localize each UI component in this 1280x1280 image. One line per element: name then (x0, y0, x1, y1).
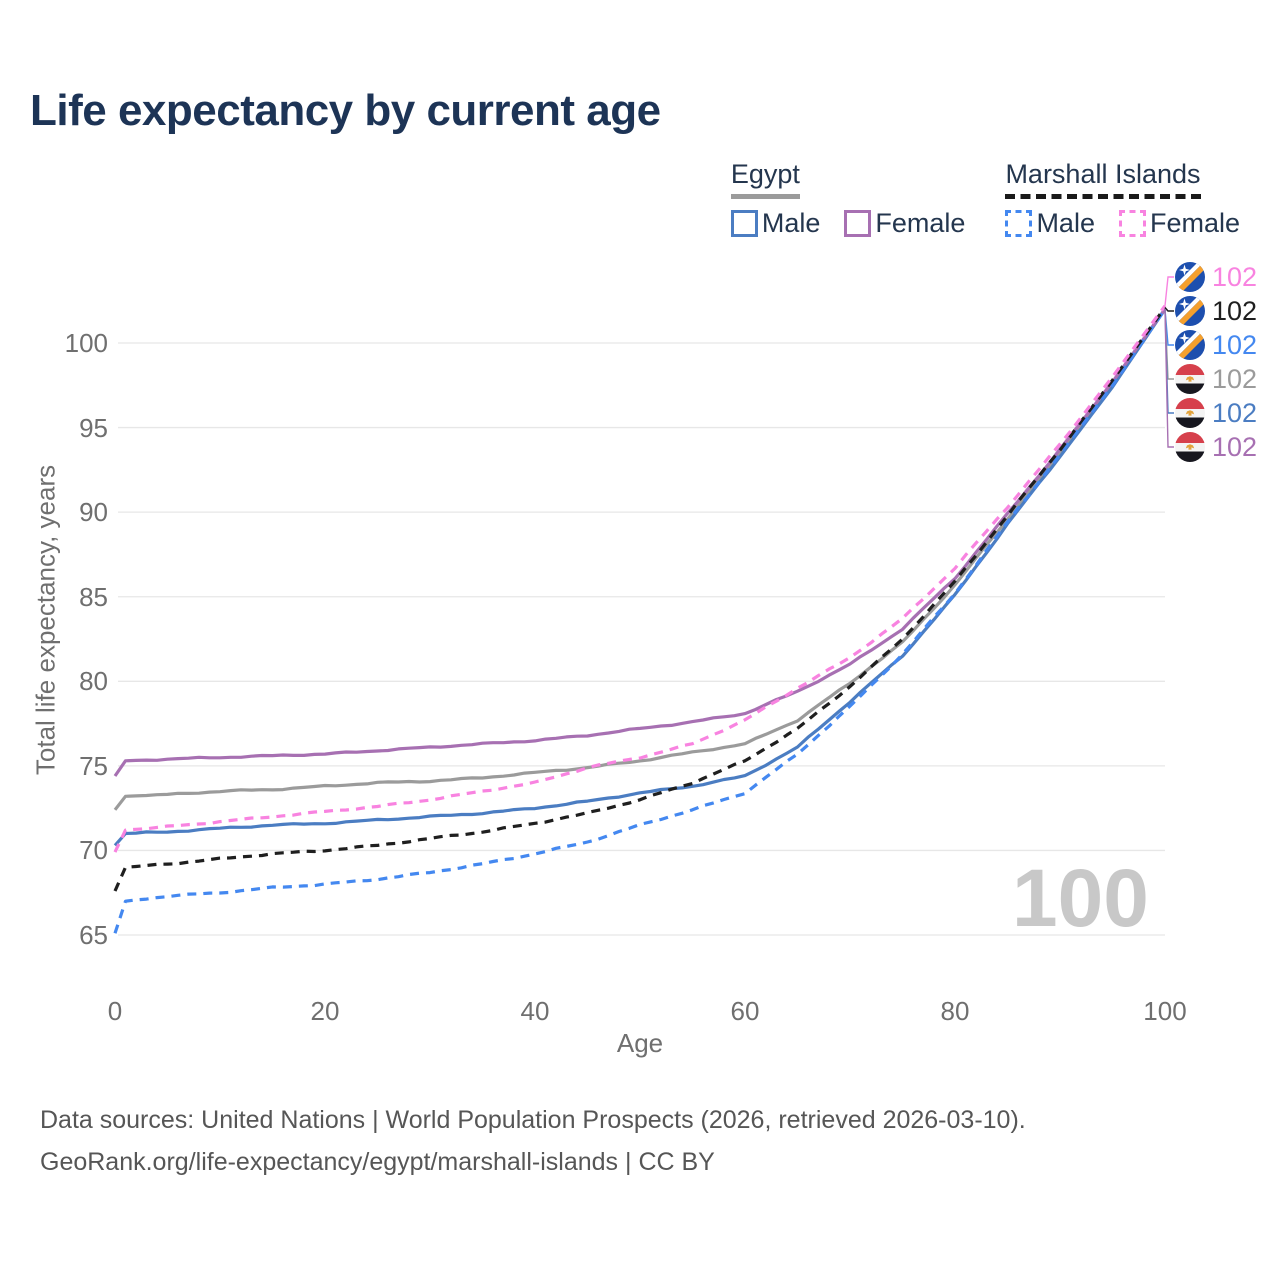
legend-group-egypt: Egypt Male Female (730, 159, 965, 239)
legend-header-marshall-islands[interactable]: Marshall Islands (1005, 159, 1201, 199)
end-row-marshall-islands-male: 102 (1175, 329, 1257, 361)
end-row-marshall-islands-female: 102 (1175, 261, 1257, 293)
legend-items-marshall-islands: Male Female (1005, 208, 1240, 239)
end-row-egypt-both-sexes: 102 (1175, 363, 1257, 395)
x-tick-label: 100 (1143, 996, 1187, 1026)
legend-item-label: Female (875, 207, 966, 238)
egypt-male-swatch-icon (730, 209, 758, 237)
y-tick-label: 75 (79, 750, 108, 781)
series-line-egypt-both-sexes (113, 308, 1167, 811)
flag-icon-egypt (1175, 398, 1205, 428)
end-value-label: 102 (1212, 329, 1258, 360)
x-axis-title: Age (616, 1028, 664, 1058)
flag-icon-marshall-islands (1175, 296, 1205, 326)
series-line-marshall-islands-male (113, 308, 1167, 934)
end-row-marshall-islands-both-sexes: 102 (1175, 295, 1257, 327)
data-sources-note: Data sources: United Nations | World Pop… (40, 1106, 1026, 1134)
x-tick-label: 40 (520, 996, 550, 1026)
series-line-marshall-islands-female (113, 304, 1167, 853)
legend-item-marshall-islands-female[interactable]: Female (1118, 207, 1240, 239)
age-counter-watermark: 100 (1012, 853, 1149, 944)
series-line-marshall-islands-both-sexes (113, 306, 1167, 892)
series-line-egypt-male (113, 308, 1167, 847)
y-tick-label: 85 (79, 581, 108, 612)
legend-item-marshall-islands-male[interactable]: Male (1005, 208, 1095, 239)
y-tick-label: 80 (79, 666, 108, 697)
end-value-label: 102 (1212, 431, 1258, 462)
page-title: Life expectancy by current age (30, 86, 661, 135)
legend-item-label: Female (1149, 207, 1240, 238)
x-tick-label: 20 (310, 996, 340, 1026)
marshall-islands-male-swatch-icon (1005, 209, 1033, 237)
end-row-egypt-female: 102 (1175, 431, 1257, 463)
legend: Egypt Male Female Marshall Islands Male (730, 159, 1240, 239)
x-tick-label: 80 (940, 996, 970, 1026)
legend-item-egypt-female[interactable]: Female (844, 208, 965, 239)
end-value-label: 102 (1212, 363, 1258, 394)
end-value-label: 102 (1212, 261, 1258, 292)
egypt-female-swatch-icon (844, 209, 872, 237)
leader-line (1164, 309, 1174, 448)
end-row-egypt-male: 102 (1175, 397, 1257, 429)
y-tick-label: 65 (79, 920, 108, 950)
end-value-label: 102 (1212, 295, 1258, 326)
flag-icon-egypt (1175, 364, 1205, 394)
leader-line (1164, 309, 1174, 346)
leader-line (1164, 309, 1174, 414)
legend-group-marshall-islands: Marshall Islands Male Female (1005, 159, 1240, 239)
x-tick-label: 60 (730, 996, 760, 1026)
end-value-label: 102 (1212, 397, 1258, 428)
attribution-link: GeoRank.org/life-expectancy/egypt/marsha… (40, 1148, 715, 1176)
legend-items-egypt: Male Female (730, 207, 965, 239)
legend-item-label: Male (761, 207, 821, 238)
series-line-egypt-female (113, 308, 1167, 777)
y-tick-label: 70 (79, 835, 108, 866)
leader-line (1164, 276, 1174, 306)
leader-line (1164, 309, 1174, 380)
marshall-islands-female-swatch-icon (1118, 209, 1146, 237)
flag-icon-egypt (1175, 432, 1205, 462)
y-tick-label: 90 (79, 497, 108, 528)
y-axis-title: Total life expectancy, years (30, 464, 61, 776)
leader-line (1164, 307, 1174, 312)
x-tick-label: 0 (107, 996, 123, 1026)
y-tick-label: 100 (64, 328, 108, 358)
legend-item-egypt-male[interactable]: Male (730, 207, 821, 239)
y-tick-label: 95 (79, 412, 108, 443)
flag-icon-marshall-islands (1175, 330, 1205, 360)
flag-icon-marshall-islands (1175, 262, 1205, 292)
legend-header-egypt[interactable]: Egypt (730, 159, 800, 199)
legend-item-label: Male (1036, 207, 1095, 238)
